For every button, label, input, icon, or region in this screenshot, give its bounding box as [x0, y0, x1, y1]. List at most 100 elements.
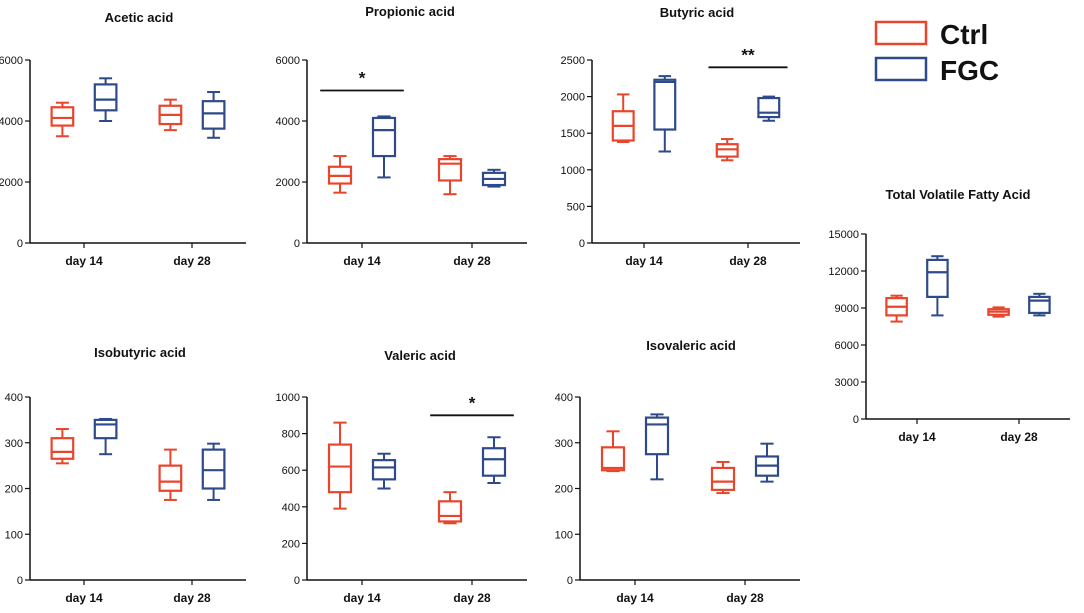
y-tick-label: 800: [282, 429, 300, 441]
chart-panel-valeric-acid: Valeric acid 0 200 400 600 800 1000 day 14 day 2…: [276, 348, 527, 605]
y-tick-label: 0: [294, 575, 300, 587]
y-tick-label: 600: [282, 465, 300, 477]
significance-label: *: [469, 393, 476, 412]
box-iqr: [437, 500, 463, 523]
box-iqr: [653, 78, 677, 131]
y-tick-label: 300: [555, 438, 573, 450]
x-tick-label: day 28: [453, 591, 491, 605]
x-tick-label: day 14: [343, 254, 381, 268]
box-iqr: [327, 443, 353, 494]
legend-label-ctrl: Ctrl: [940, 19, 988, 50]
y-tick-label: 0: [853, 414, 859, 426]
box-ctrl-day-28: [437, 155, 463, 196]
legend: Ctrl FGC: [874, 19, 999, 86]
y-tick-label: 9000: [835, 303, 859, 315]
box-ctrl-day-14: [885, 294, 908, 323]
box-ctrl-day-14: [611, 93, 635, 143]
chart-title: Acetic acid: [105, 10, 174, 25]
chart-panel-butyric-acid: Butyric acid 0 500 1000 1500 2000 2500 day 14 da…: [561, 5, 800, 268]
box-iqr: [600, 446, 626, 472]
box-ctrl-day-28: [158, 448, 183, 501]
chart-title: Isovaleric acid: [646, 338, 736, 353]
box-fgc-day-28: [201, 91, 226, 139]
box-fgc-day-28: [481, 168, 507, 188]
box-iqr: [481, 447, 507, 477]
y-tick-label: 6000: [276, 55, 300, 67]
legend-label-fgc: FGC: [940, 55, 999, 86]
y-tick-label: 4000: [276, 116, 300, 128]
y-tick-label: 500: [567, 201, 585, 213]
box-iqr: [757, 96, 781, 119]
y-tick-label: 0: [294, 238, 300, 250]
box-ctrl-day-14: [327, 155, 353, 194]
y-tick-label: 2000: [561, 92, 585, 104]
y-tick-label: 200: [282, 538, 300, 550]
chart-title: Valeric acid: [384, 348, 456, 363]
y-tick-label: 200: [555, 484, 573, 496]
box-iqr: [1028, 295, 1051, 315]
box-iqr: [50, 106, 75, 127]
chart-panel-isobutyric-acid: Isobutyric acid 0 100 200 300 400 day 14 day 28: [5, 345, 246, 605]
x-tick-label: day 14: [343, 591, 381, 605]
x-tick-label: day 14: [898, 430, 936, 444]
y-tick-label: 0: [17, 575, 23, 587]
box-fgc-day-28: [757, 95, 781, 122]
box-fgc-day-14: [926, 255, 949, 317]
y-tick-label: 4000: [0, 116, 23, 128]
box-fgc-day-14: [653, 75, 677, 153]
box-iqr: [201, 100, 226, 130]
chart-panel-isovaleric-acid: Isovaleric acid 0 100 200 300 400 day 14 day 28: [555, 338, 800, 605]
x-tick-label: day 28: [729, 254, 767, 268]
box-iqr: [50, 437, 75, 460]
box-iqr: [926, 258, 949, 298]
significance-label: *: [359, 69, 366, 88]
x-tick-label: day 28: [1000, 430, 1038, 444]
box-ctrl-day-28: [987, 306, 1010, 318]
box-iqr: [371, 459, 397, 481]
y-tick-label: 2500: [561, 55, 585, 67]
box-fgc-day-28: [481, 436, 507, 485]
y-tick-label: 100: [5, 529, 23, 541]
box-iqr: [437, 158, 463, 182]
y-tick-label: 200: [5, 484, 23, 496]
box-iqr: [93, 83, 118, 112]
y-tick-label: 0: [579, 238, 585, 250]
box-iqr: [644, 416, 670, 456]
box-ctrl-day-14: [327, 421, 353, 510]
y-tick-label: 12000: [828, 266, 859, 278]
box-ctrl-day-28: [158, 98, 183, 132]
x-tick-label: day 14: [65, 591, 103, 605]
y-tick-label: 6000: [0, 55, 23, 67]
x-tick-label: day 14: [616, 591, 654, 605]
chart-title: Propionic acid: [365, 4, 455, 19]
y-tick-label: 1000: [276, 392, 300, 404]
y-tick-label: 0: [17, 238, 23, 250]
box-fgc-day-28: [1028, 292, 1051, 317]
y-tick-label: 3000: [835, 377, 859, 389]
legend-swatch-ctrl: [874, 20, 928, 46]
y-tick-label: 2000: [276, 177, 300, 189]
box-fgc-day-28: [201, 442, 226, 501]
box-ctrl-day-28: [715, 138, 739, 162]
y-tick-label: 400: [5, 392, 23, 404]
box-ctrl-day-14: [50, 428, 75, 465]
box-ctrl-day-14: [600, 430, 626, 473]
box-fgc-day-14: [371, 115, 397, 179]
y-tick-label: 2000: [0, 177, 23, 189]
y-tick-label: 0: [567, 575, 573, 587]
box-fgc-day-14: [644, 413, 670, 481]
box-fgc-day-28: [754, 442, 780, 483]
chart-title: Butyric acid: [660, 5, 734, 20]
x-tick-label: day 14: [625, 254, 663, 268]
box-fgc-day-14: [93, 77, 118, 122]
y-tick-label: 400: [555, 392, 573, 404]
box-iqr: [371, 116, 397, 158]
box-ctrl-day-28: [437, 491, 463, 525]
significance-label: **: [741, 45, 755, 64]
x-tick-label: day 14: [65, 254, 103, 268]
y-tick-label: 300: [5, 438, 23, 450]
box-iqr: [201, 448, 226, 490]
y-tick-label: 1500: [561, 128, 585, 140]
box-iqr: [710, 466, 736, 491]
